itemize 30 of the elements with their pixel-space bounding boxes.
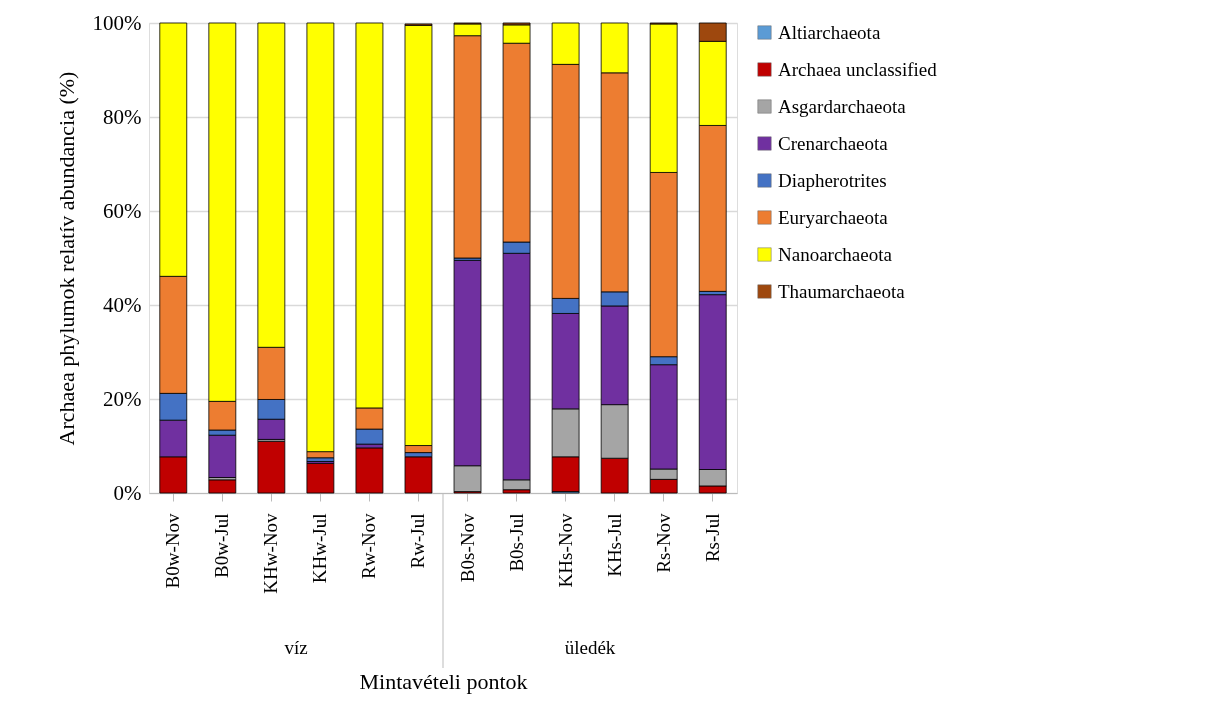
legend-label: Asgardarchaeota	[778, 95, 907, 117]
x-tick-label: Rs-Jul	[701, 513, 723, 563]
x-tick-label: KHw-Nov	[260, 513, 282, 594]
x-tick-label: B0w-Nov	[162, 513, 184, 589]
legend-label: Nanoarchaeota	[778, 243, 893, 265]
legend-label: Archaea unclassified	[778, 58, 938, 80]
y-tick-label: 20%	[103, 386, 142, 411]
legend-label: Diapherotrites	[778, 169, 887, 191]
legend-label: Altiarchaeota	[778, 21, 881, 43]
legend-label: Thaumarchaeota	[778, 280, 906, 302]
x-tick-label: Rw-Nov	[358, 513, 380, 579]
y-tick-label: 0%	[113, 480, 142, 505]
y-tick-label: 60%	[103, 198, 142, 223]
legend-label: Crenarchaeota	[778, 132, 889, 154]
y-tick-label: 40%	[103, 292, 142, 317]
x-tick-label: KHs-Nov	[554, 513, 576, 588]
text: üledék	[564, 637, 616, 658]
text: víz	[284, 637, 308, 658]
x-tick-label: B0s-Jul	[505, 513, 527, 572]
x-tick-label: B0w-Jul	[211, 513, 233, 578]
x-tick-label: KHw-Jul	[309, 513, 331, 584]
x-tick-label: B0s-Nov	[456, 513, 478, 583]
y-tick-label: 100%	[92, 10, 142, 35]
x-axis-title: Mintavételi pontok	[359, 668, 528, 694]
x-tick-label: Rs-Nov	[652, 513, 674, 573]
x-tick-label: Rw-Jul	[407, 513, 429, 569]
y-tick-label: 80%	[103, 104, 142, 129]
x-tick-label: KHs-Jul	[603, 513, 625, 577]
y-axis-title: Archaea phylumok relatív abundancia (%)	[53, 71, 79, 446]
legend-label: Euryarchaeota	[778, 206, 889, 228]
